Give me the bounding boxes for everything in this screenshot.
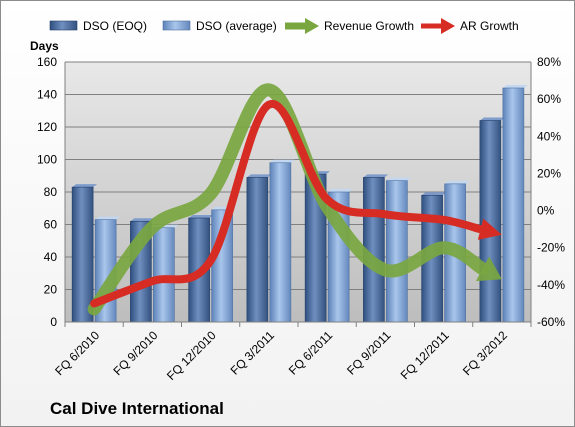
bar-top <box>130 218 156 222</box>
y-tick-label-right: 20% <box>537 166 561 180</box>
y-axis-title: Days <box>30 39 59 53</box>
legend: DSO (EOQ) DSO (average) Revenue Growth AR G… <box>49 18 519 34</box>
y-tick-label-left: 160 <box>37 55 57 69</box>
bar-top <box>386 177 412 181</box>
y-tick-label-right: 40% <box>537 129 561 143</box>
bar-top <box>479 117 505 121</box>
y-tick-label-right: -20% <box>537 241 565 255</box>
left-tick-labels: 0 20 40 60 80 100 120 140 160 <box>37 55 57 329</box>
y-tick-label-left: 140 <box>37 88 57 102</box>
legend-label: DSO (average) <box>196 19 277 33</box>
y-tick-label-left: 120 <box>37 120 57 134</box>
y-tick-label-right: -40% <box>537 278 565 292</box>
bar-top <box>328 189 354 192</box>
legend-swatch-arrowhead <box>305 18 319 34</box>
bar-top <box>95 216 121 220</box>
y-tick-label-left: 80 <box>44 185 58 199</box>
right-tick-labels: -60% -40% -20% 0% 20% 40% 60% 80% <box>537 55 565 329</box>
company-label: Cal Dive International <box>50 399 224 418</box>
bar <box>153 227 175 323</box>
legend-swatch-arrowhead <box>441 18 455 34</box>
bar <box>386 180 408 323</box>
y-tick-label-right: -60% <box>537 315 565 329</box>
bar-top <box>363 174 389 178</box>
y-tick-label-right: 60% <box>537 92 561 106</box>
bar-top <box>72 184 98 188</box>
bar <box>502 87 525 323</box>
bar-top <box>421 192 447 196</box>
y-tick-label-left: 20 <box>44 283 58 297</box>
bar-top <box>246 174 272 178</box>
y-tick-label-left: 100 <box>37 153 57 167</box>
y-tick-label-left: 60 <box>44 218 58 232</box>
legend-label: Revenue Growth <box>324 19 414 33</box>
bar <box>246 177 269 323</box>
axes <box>64 62 532 327</box>
y-tick-label-right: 0% <box>537 204 555 218</box>
bar-top <box>188 215 214 218</box>
y-tick-label-left: 0 <box>50 315 57 329</box>
trend-arrows <box>87 83 502 316</box>
bar <box>269 162 292 323</box>
legend-label: AR Growth <box>460 19 519 33</box>
y-tick-label-right: 80% <box>537 55 561 69</box>
trend-arrow-head <box>477 218 502 240</box>
bar <box>71 186 94 323</box>
trend-arrow-line <box>90 100 485 308</box>
y-tick-label-left: 40 <box>44 250 58 264</box>
legend-swatch <box>49 20 78 31</box>
bar-top <box>444 180 470 184</box>
trend-arrow-head <box>475 256 502 282</box>
bar-top <box>269 159 295 163</box>
legend-label: DSO (EOQ) <box>83 19 147 33</box>
legend-swatch <box>162 20 191 31</box>
bar-top <box>502 85 528 88</box>
